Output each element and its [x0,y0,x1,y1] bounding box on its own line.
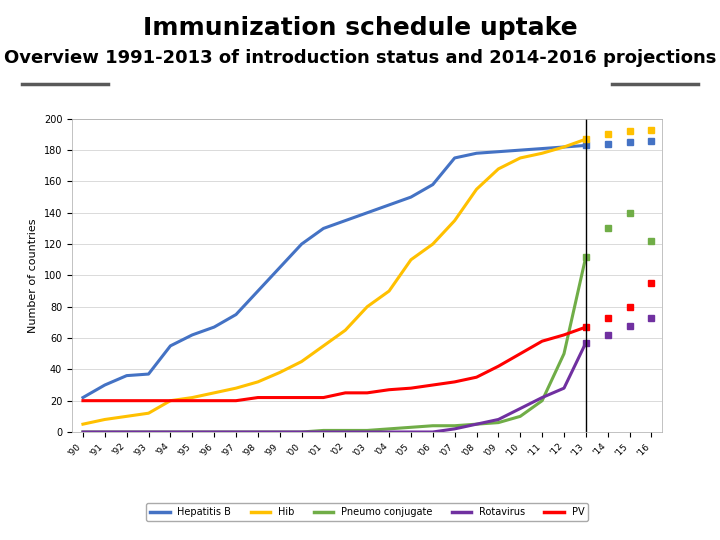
Y-axis label: Number of countries: Number of countries [28,218,38,333]
Text: Immunization schedule uptake: Immunization schedule uptake [143,16,577,40]
Legend: Hepatitis B, Hib, Pneumo conjugate, Rotavirus, PV: Hepatitis B, Hib, Pneumo conjugate, Rota… [146,503,588,521]
Text: Overview 1991-2013 of introduction status and 2014-2016 projections: Overview 1991-2013 of introduction statu… [4,49,716,66]
Text: Source: WHO/IVB Database as at 18 October 2013: Source: WHO/IVB Database as at 18 Octobe… [22,512,334,522]
